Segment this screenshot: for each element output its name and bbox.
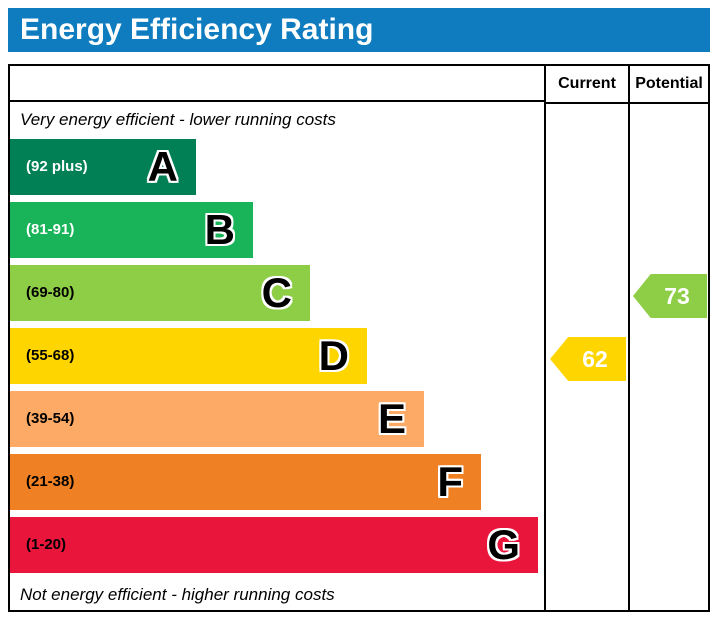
band-row: (92 plus) A	[10, 138, 544, 202]
page-title: Energy Efficiency Rating	[20, 13, 374, 46]
bands-column: Very energy efficient - lower running co…	[10, 66, 544, 610]
band-d-range: (55-68)	[26, 347, 75, 364]
band-g-range: (1-20)	[26, 536, 67, 553]
bottom-caption: Not energy efficient - higher running co…	[20, 584, 335, 604]
band-row: (1-20) G	[10, 516, 544, 580]
band-row: (69-80) C	[10, 264, 544, 328]
band-e-letter: E	[377, 394, 406, 442]
band-row: (81-91) B	[10, 201, 544, 265]
band-g-letter: G	[487, 520, 520, 568]
band-row: (21-38) F	[10, 453, 544, 517]
band-c-letter: C	[261, 268, 292, 316]
band-c-range: (69-80)	[26, 284, 75, 301]
potential-value: 73	[664, 282, 690, 309]
band-f-letter: F	[437, 457, 463, 505]
band-d: (55-68) D	[10, 327, 367, 384]
current-header: Current	[546, 66, 628, 104]
band-f-range: (21-38)	[26, 473, 75, 490]
bands-list: (92 plus) A (81-91) B (69-80) C	[10, 138, 544, 580]
bands-header-spacer	[10, 66, 544, 103]
band-b: (81-91) B	[10, 201, 253, 258]
band-f: (21-38) F	[10, 453, 481, 510]
title-bar: Energy Efficiency Rating	[8, 8, 710, 52]
band-b-letter: B	[204, 205, 235, 253]
band-a-letter: A	[147, 142, 178, 190]
current-column: Current 62	[544, 66, 628, 610]
band-e: (39-54) E	[10, 390, 424, 447]
band-a-range: (92 plus)	[26, 158, 88, 175]
potential-arrow: 73	[633, 274, 707, 318]
current-value: 62	[582, 345, 608, 372]
band-a: (92 plus) A	[10, 138, 196, 195]
top-caption: Very energy efficient - lower running co…	[20, 110, 336, 130]
potential-column: Potential 73	[628, 66, 708, 610]
potential-header: Potential	[630, 66, 708, 104]
band-row: (39-54) E	[10, 390, 544, 454]
band-d-letter: D	[318, 331, 349, 379]
band-e-range: (39-54)	[26, 410, 75, 427]
current-arrow: 62	[550, 337, 626, 381]
band-b-range: (81-91)	[26, 221, 75, 238]
band-c: (69-80) C	[10, 264, 310, 321]
band-row: (55-68) D	[10, 327, 544, 391]
energy-efficiency-chart: Very energy efficient - lower running co…	[8, 64, 710, 612]
band-g: (1-20) G	[10, 516, 538, 573]
